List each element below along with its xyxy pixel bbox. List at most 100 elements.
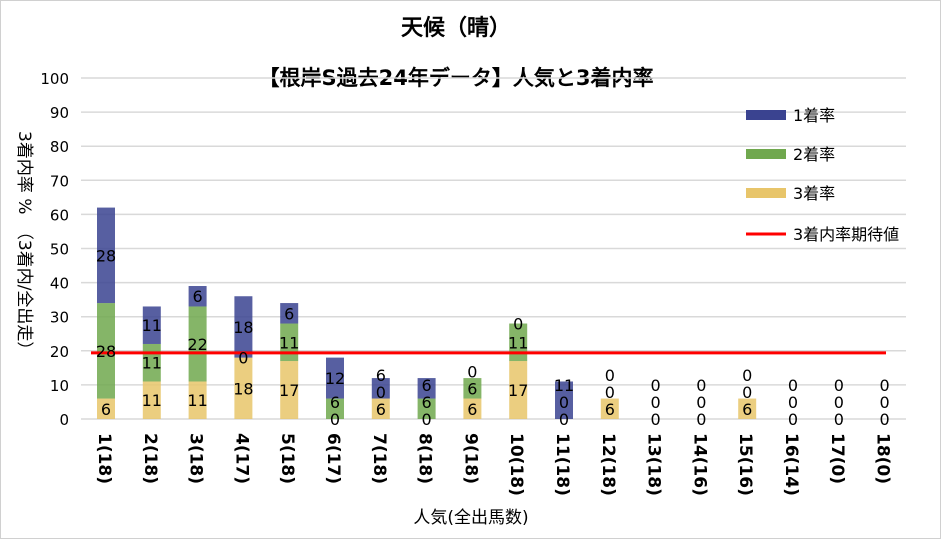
- data-label: 11: [279, 333, 299, 352]
- legend-swatch: [746, 110, 786, 120]
- data-label: 0: [696, 410, 706, 429]
- data-label: 0: [834, 393, 844, 412]
- data-label: 0: [559, 393, 569, 412]
- data-label: 0: [651, 393, 661, 412]
- y-tick-label: 100: [40, 70, 69, 88]
- bar-segment: [463, 378, 482, 399]
- bar-segment: [371, 398, 390, 419]
- x-tick-label: 9(18): [460, 433, 480, 484]
- data-label: 11: [142, 354, 162, 373]
- data-label: 0: [788, 393, 798, 412]
- data-label: 0: [788, 376, 798, 395]
- bar-segment: [371, 378, 390, 399]
- data-label: 0: [696, 393, 706, 412]
- chart-title: 天候（晴）: [401, 15, 511, 41]
- data-label: 0: [880, 393, 890, 412]
- x-axis-label: 人気(全出馬数): [413, 508, 528, 528]
- bar-segment: [738, 398, 757, 419]
- bar-segment: [97, 207, 115, 304]
- x-tick-label: 11(18): [552, 433, 572, 496]
- data-label: 28: [96, 246, 116, 265]
- data-label: 0: [834, 376, 844, 395]
- x-tick-label: 16(14): [781, 433, 801, 496]
- data-label: 0: [238, 349, 248, 368]
- data-label: 18: [233, 318, 253, 337]
- data-label: 6: [467, 400, 477, 419]
- data-label: 0: [834, 410, 844, 429]
- bar-segment: [326, 398, 344, 419]
- x-tick-label: 14(16): [689, 433, 709, 496]
- data-label: 6: [467, 379, 477, 398]
- data-label: 12: [325, 369, 345, 388]
- legend-label: 3着内率期待値: [793, 225, 899, 244]
- data-label: 6: [284, 304, 294, 323]
- data-label: 6: [742, 400, 752, 419]
- y-tick-label: 40: [50, 275, 69, 293]
- bar-segment: [326, 357, 344, 399]
- x-tick-label: 18(0): [873, 433, 893, 484]
- y-tick-label: 60: [50, 206, 69, 224]
- x-tick-label: 13(18): [644, 433, 664, 496]
- bar-segment: [142, 306, 161, 344]
- y-tick-label: 50: [50, 241, 69, 259]
- data-label: 0: [742, 383, 752, 402]
- x-tick-label: 5(18): [277, 433, 297, 484]
- bar-segment: [417, 378, 436, 399]
- legend-swatch: [746, 188, 786, 198]
- bar-segment: [509, 361, 528, 419]
- x-tick-label: 10(18): [506, 433, 526, 496]
- data-label: 6: [422, 376, 432, 395]
- y-tick-label: 30: [50, 309, 69, 327]
- data-label: 0: [467, 362, 477, 381]
- legend-label: 2着率: [793, 145, 835, 164]
- data-label: 18: [233, 379, 253, 398]
- y-tick-label: 10: [50, 377, 69, 395]
- data-label: 6: [605, 400, 615, 419]
- y-tick-label: 0: [59, 411, 69, 429]
- legend-label: 3着率: [793, 184, 835, 203]
- x-tick-label: 15(16): [735, 433, 755, 496]
- bar-segment: [280, 361, 299, 419]
- x-tick-label: 17(0): [827, 433, 847, 484]
- data-label: 11: [187, 391, 207, 410]
- bar-segment: [234, 296, 253, 358]
- bar-segment: [600, 398, 619, 419]
- data-label: 6: [193, 287, 203, 306]
- data-label: 11: [508, 333, 528, 352]
- data-label: 0: [880, 410, 890, 429]
- legend-label: 1着率: [793, 106, 835, 125]
- bar-segment: [555, 381, 573, 419]
- bar-segment: [188, 286, 207, 307]
- x-tick-label: 2(18): [140, 433, 160, 484]
- x-tick-label: 12(18): [598, 433, 618, 496]
- data-label: 22: [187, 335, 207, 354]
- data-label: 0: [788, 410, 798, 429]
- bar-segment: [142, 381, 161, 419]
- data-label: 28: [96, 342, 116, 361]
- bar-segment: [188, 306, 207, 382]
- data-label: 0: [559, 410, 569, 429]
- data-label: 6: [376, 400, 386, 419]
- data-label: 0: [422, 410, 432, 429]
- bar-segment: [234, 357, 253, 419]
- data-label: 6: [330, 393, 340, 412]
- bar-segment: [417, 398, 436, 419]
- data-label: 0: [330, 410, 340, 429]
- y-tick-label: 80: [50, 138, 69, 156]
- y-axis-label: 3着内率 % （3着内/全出走）: [14, 131, 34, 358]
- x-tick-label: 6(17): [323, 433, 343, 484]
- data-label: 11: [554, 376, 574, 395]
- y-tick-label: 70: [50, 172, 69, 190]
- data-label: 0: [605, 366, 615, 385]
- data-label: 0: [651, 410, 661, 429]
- data-label: 17: [508, 381, 528, 400]
- data-label: 0: [651, 376, 661, 395]
- data-label: 0: [605, 383, 615, 402]
- data-label: 0: [742, 366, 752, 385]
- data-label: 11: [142, 391, 162, 410]
- bar-segment: [97, 303, 115, 399]
- data-label: 6: [422, 393, 432, 412]
- data-label: 17: [279, 381, 299, 400]
- bar-segment: [188, 381, 207, 419]
